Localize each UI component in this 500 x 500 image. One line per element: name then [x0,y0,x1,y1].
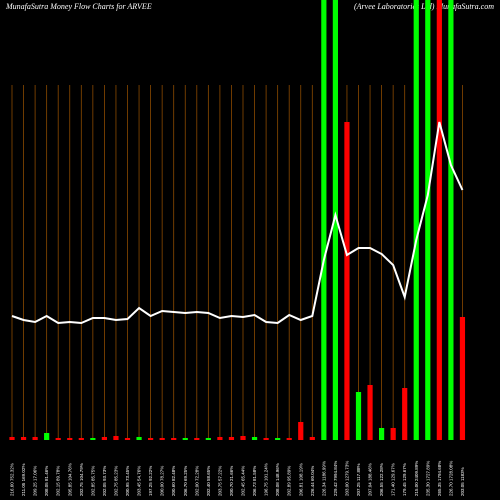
x-tick-label: 202.89 95.89% [287,466,292,496]
x-tick-label: 203.75 57.22% [217,466,222,496]
x-tick-label: 179.45 129.67% [402,463,407,496]
bar [355,392,362,440]
bar [448,0,454,440]
bar [67,438,73,440]
bar [55,438,61,440]
x-tick-label: 265.35 1794.68% [437,461,442,496]
bar [425,0,431,440]
bar [459,317,466,440]
x-tick-label: 202.00 72.28% [194,466,199,496]
x-tick-label: 208.08 148.96% [275,463,280,496]
bar [101,437,107,440]
bar [379,428,385,440]
bar [251,437,258,440]
x-tick-label: 200.70 21.66% [229,466,234,496]
bar [182,438,188,440]
bar [113,436,119,440]
x-tick-label: 206.70 69.25% [183,466,188,496]
bar [148,438,154,440]
bar [9,437,15,440]
bar [436,0,442,440]
x-tick-label: 205.85 104.76% [67,463,72,496]
x-tick-label: 202.40 58.65% [206,466,211,496]
bar [90,438,96,440]
bar [20,437,27,440]
bar [275,438,281,440]
x-tick-label: 215.00 2409.89% [414,461,419,496]
bar [205,438,211,440]
x-tick-label: 226.34 1186.99% [321,461,326,496]
x-tick-label: 209.25 17.06% [33,466,38,496]
x-tick-label: 203.05 1183% [460,467,465,496]
x-tick-label: 202.75 85.23% [113,466,118,496]
x-tick-label: 206.73 81.58% [252,466,257,496]
chart-title-right: (Arvee Laboratories Ltd) MunafaSutra.com [354,2,494,11]
x-tick-label: 235.30 1727.89% [425,461,430,496]
x-tick-label: 202.15 89.78% [56,466,61,496]
bar [228,437,235,440]
chart-title: MunafaSutra Money Flow Charts for ARVEE [5,2,152,11]
x-tick-label: 229.42 7994.84% [333,461,338,496]
x-tick-label: 196.75 101.24% [264,463,269,496]
bar [309,437,315,440]
bar [367,385,373,440]
bar [171,438,177,440]
bar [159,438,165,440]
bar [124,438,131,440]
bar [286,438,292,440]
x-tick-label: 200.60 82.48% [171,466,176,496]
bar [263,438,269,440]
x-tick-label: 211.05 169.02% [21,464,26,496]
bar [32,437,38,440]
x-tick-label: 171.40 129.67% [391,463,396,496]
x-tick-label: 207.25 117.88% [356,464,361,496]
bar [344,122,350,440]
x-tick-label: 226.70 1728.08% [448,461,453,496]
x-tick-label: 202.85 85.75% [90,466,95,496]
x-tick-label: 197.25 92.22% [148,466,153,496]
bar [413,0,419,440]
bar [44,433,50,440]
x-tick-label: 200.95 73.45% [125,466,130,496]
x-tick-label: 206.81 108.19% [298,463,303,496]
bar [298,422,304,440]
x-tick-label: 203.00 1279.73% [344,461,349,496]
x-tick-label: 226.44 60.04% [310,466,315,496]
bar [194,438,200,440]
x-tick-label: 202.75 104.79% [79,463,84,496]
x-tick-label: 203.45 54.76% [137,466,142,496]
x-tick-label: 200.00 78.27% [160,466,165,496]
x-tick-label: 208.05 81.46% [44,466,49,496]
x-tick-label: 207.04 188.46% [368,463,373,496]
bar [78,438,84,440]
x-tick-label: 206.55 122.28% [379,463,384,496]
x-tick-label: 216.60 752.32% [10,463,15,496]
bar [136,437,142,440]
bar [240,436,246,440]
x-tick-label: 202.05 93.73% [102,466,107,496]
bar [402,388,408,440]
bar [217,437,223,440]
money-flow-line [11,121,464,325]
bar [390,428,396,440]
bar [332,0,338,440]
x-tick-label: 202.45 65.44% [241,466,246,496]
bar [321,0,327,440]
